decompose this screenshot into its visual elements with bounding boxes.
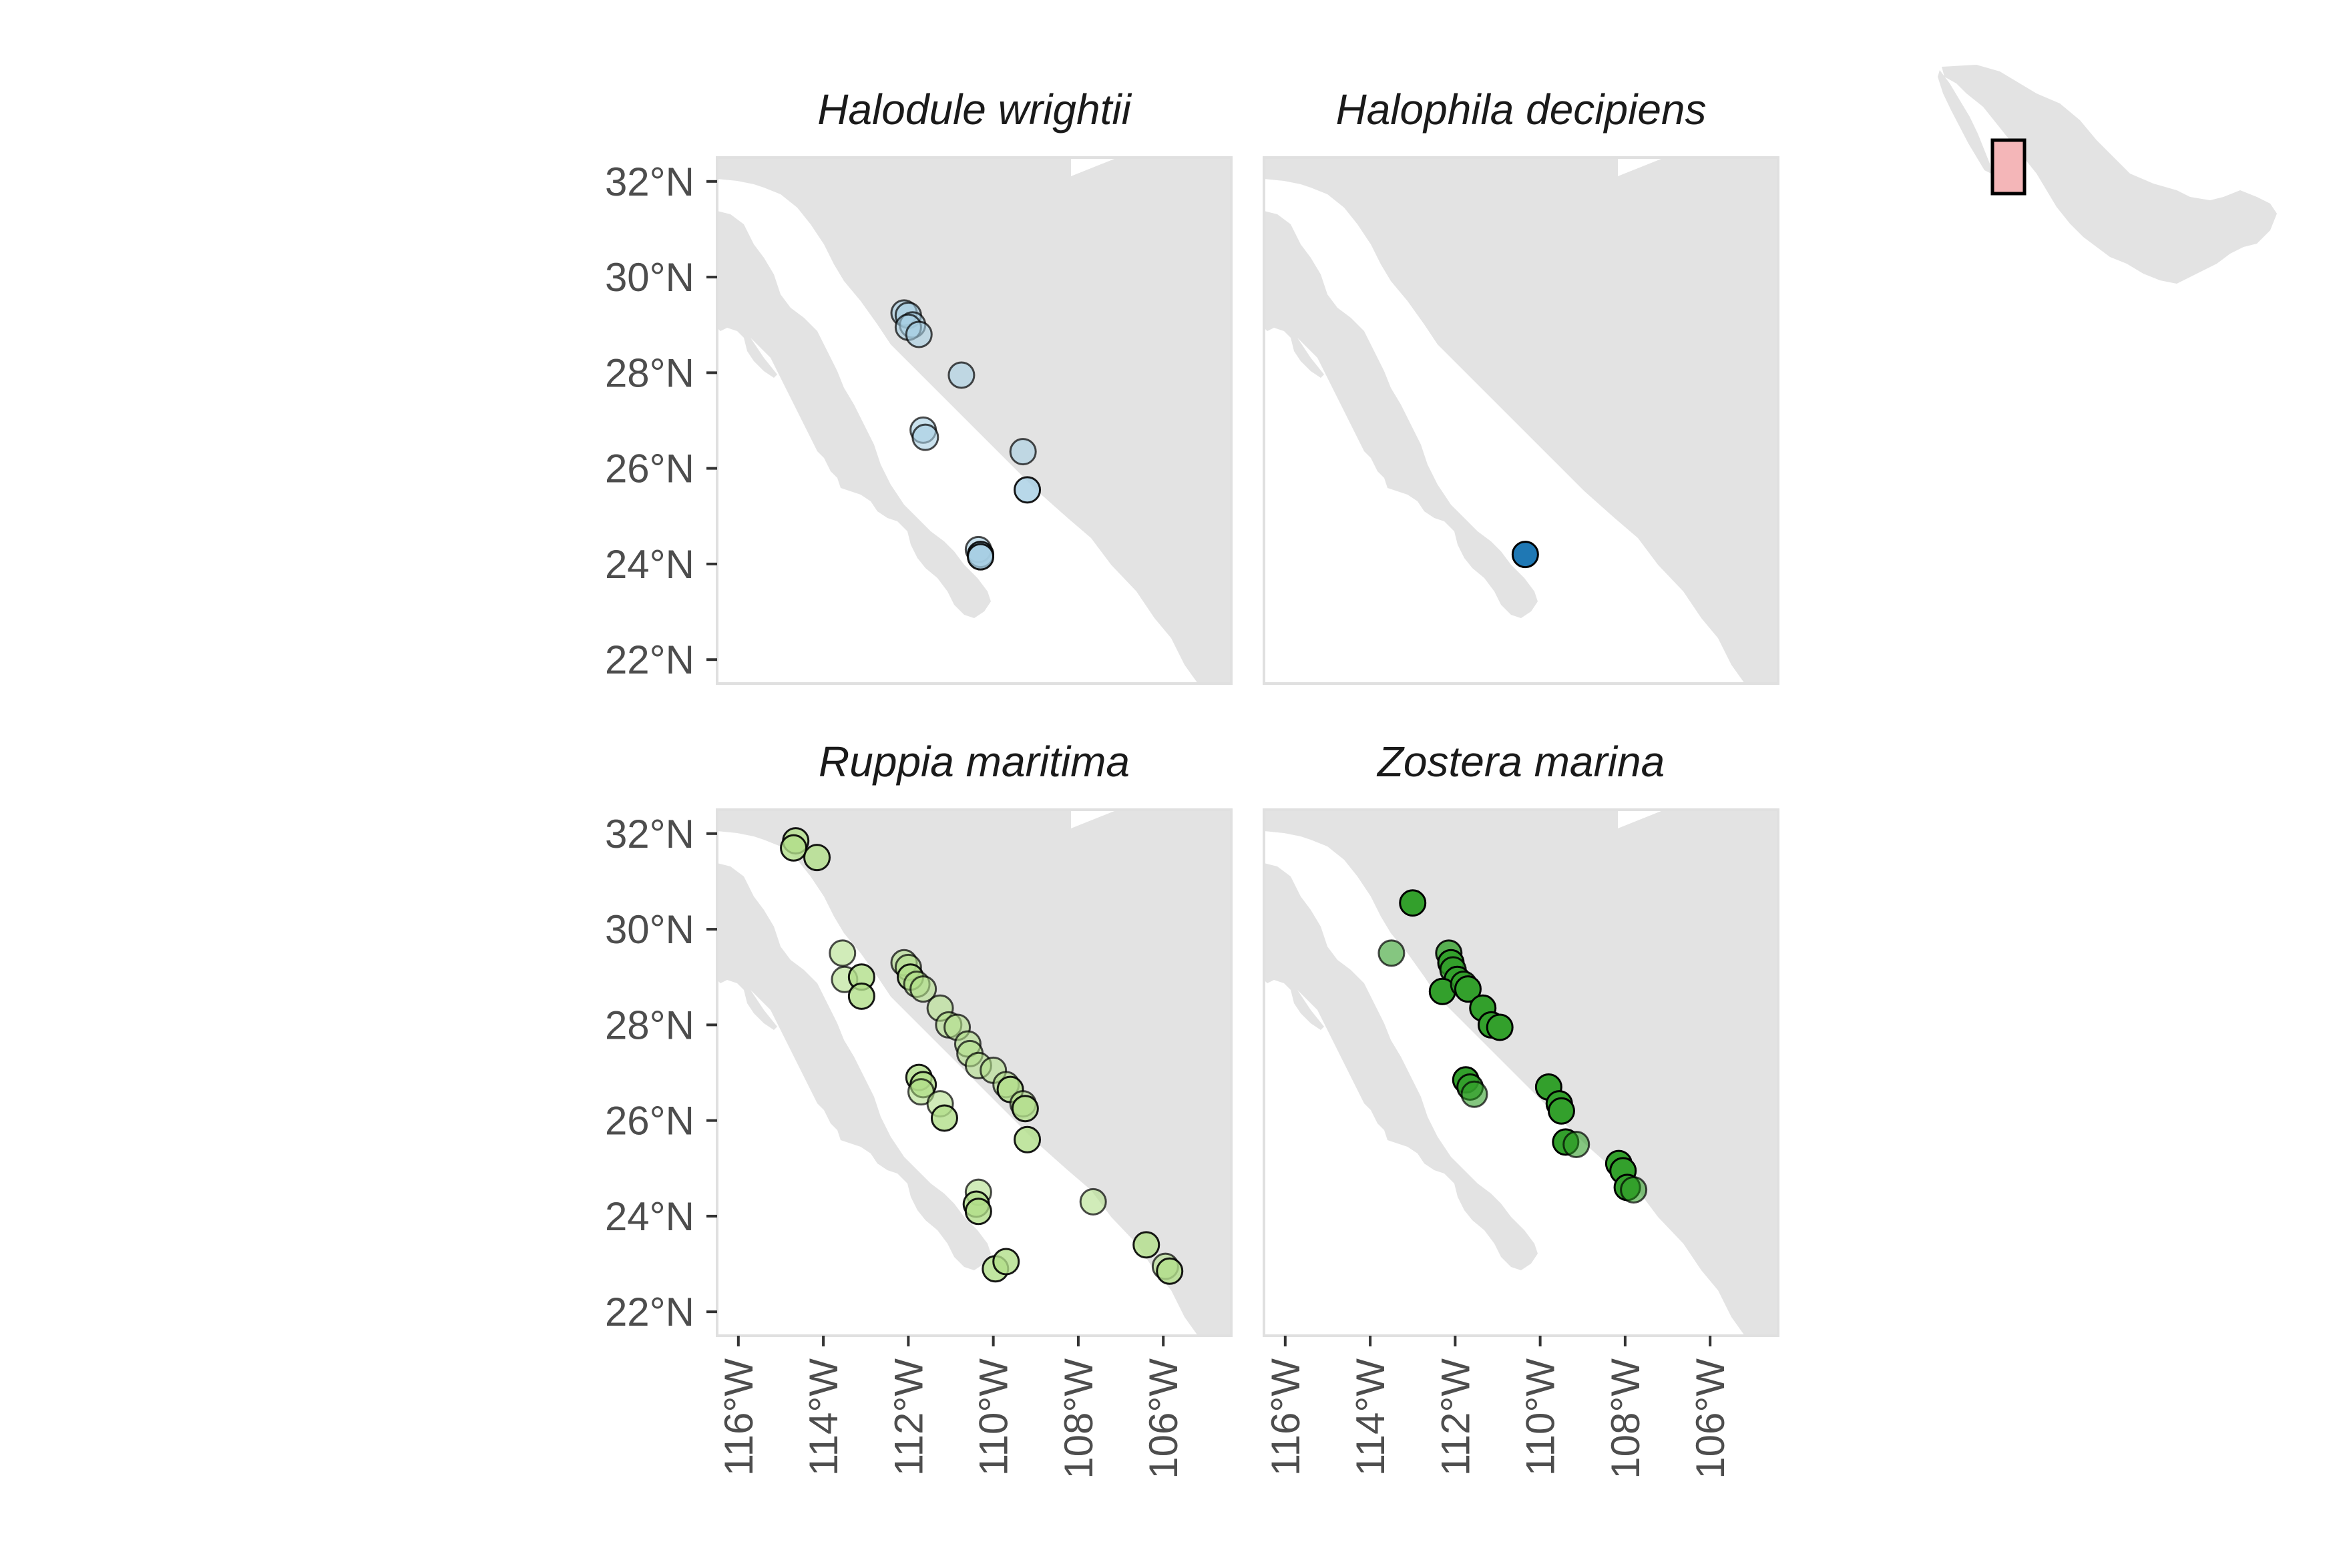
occurrence-point <box>905 320 933 348</box>
occurrence-point <box>1511 541 1539 569</box>
occurrence-point <box>780 834 808 862</box>
occurrence-point <box>967 543 995 571</box>
y-tick-label: 26°N <box>605 447 694 491</box>
y-tick-label: 32°N <box>605 160 694 204</box>
x-tick-label: 116°W <box>716 1358 761 1477</box>
x-tick-label: 112°W <box>886 1358 931 1477</box>
x-axis-left: 116°W 114°W 112°W 110°W 108°W 106°W <box>716 1336 1186 1479</box>
occurrence-point <box>1132 1231 1160 1259</box>
y-tick-label: 22°N <box>605 637 694 682</box>
y-tick-label: 22°N <box>605 1290 694 1334</box>
y-axis-top: 32°N 30°N 28°N 26°N 24°N 22°N <box>605 160 717 682</box>
x-tick-label: 108°W <box>1056 1358 1101 1479</box>
panel-ruppia-maritima <box>716 808 1233 1337</box>
x-tick-label: 110°W <box>972 1358 1016 1477</box>
occurrence-point <box>1156 1257 1184 1285</box>
occurrence-point <box>1620 1176 1648 1204</box>
x-axis-right: 116°W 114°W 112°W 110°W 108°W 106°W <box>1263 1336 1733 1479</box>
facet-title-ruppia-maritima: Ruppia maritima <box>819 738 1130 786</box>
study-area-highlight <box>1990 138 2027 196</box>
facet-title-halophila-decipiens: Halophila decipiens <box>1335 85 1706 134</box>
y-tick-label: 28°N <box>605 350 694 395</box>
x-tick-label: 114°W <box>1348 1358 1393 1477</box>
x-tick-label: 112°W <box>1433 1358 1478 1477</box>
panel-halodule-wrightii <box>716 156 1233 685</box>
x-tick-label: 114°W <box>801 1358 846 1477</box>
x-tick-label: 110°W <box>1518 1358 1563 1477</box>
panel-zostera-marina <box>1263 808 1779 1337</box>
occurrence-point <box>1460 1080 1488 1108</box>
occurrence-point <box>1014 476 1042 504</box>
occurrence-point <box>1547 1097 1575 1125</box>
occurrence-point <box>1562 1130 1590 1158</box>
occurrence-point <box>1486 1013 1514 1041</box>
occurrence-point <box>829 939 857 967</box>
y-tick-label: 26°N <box>605 1099 694 1143</box>
baja-shape <box>1938 70 1991 174</box>
y-axis-bottom: 32°N 30°N 28°N 26°N 24°N 22°N <box>605 812 717 1334</box>
y-tick-label: 24°N <box>605 542 694 587</box>
occurrence-point <box>803 844 831 872</box>
occurrence-point <box>1454 975 1482 1003</box>
occurrence-point <box>1014 1125 1042 1153</box>
y-tick-label: 32°N <box>605 812 694 856</box>
y-tick-label: 24°N <box>605 1194 694 1239</box>
occurrence-point <box>992 1248 1020 1276</box>
facet-title-zostera-marina: Zostera marina <box>1376 738 1665 786</box>
occurrence-point <box>1079 1188 1107 1216</box>
panel-border <box>1263 156 1779 685</box>
occurrence-point <box>1377 939 1406 967</box>
x-tick-label: 108°W <box>1603 1358 1648 1479</box>
x-tick-label: 116°W <box>1263 1358 1308 1477</box>
x-tick-label: 106°W <box>1688 1358 1733 1479</box>
occurrence-point <box>847 982 875 1010</box>
occurrence-point <box>1009 438 1037 466</box>
panel-border <box>716 808 1233 1337</box>
occurrence-point <box>964 1198 992 1226</box>
panel-halophila-decipiens <box>1263 156 1779 685</box>
occurrence-point <box>909 975 937 1003</box>
mexico-inset-map <box>1938 65 2277 284</box>
panel-border <box>1263 808 1779 1337</box>
occurrence-point <box>911 423 939 451</box>
occurrence-point <box>1399 889 1427 917</box>
occurrence-point <box>947 361 976 389</box>
facet-title-halodule-wrightii: Halodule wrightii <box>817 85 1132 134</box>
occurrence-point <box>1011 1095 1039 1123</box>
panel-border <box>716 156 1233 685</box>
occurrence-point <box>930 1104 958 1132</box>
x-tick-label: 106°W <box>1141 1358 1186 1479</box>
y-tick-label: 30°N <box>605 907 694 952</box>
mexico-shape <box>1942 65 2277 284</box>
y-tick-label: 28°N <box>605 1003 694 1047</box>
y-tick-label: 30°N <box>605 255 694 300</box>
